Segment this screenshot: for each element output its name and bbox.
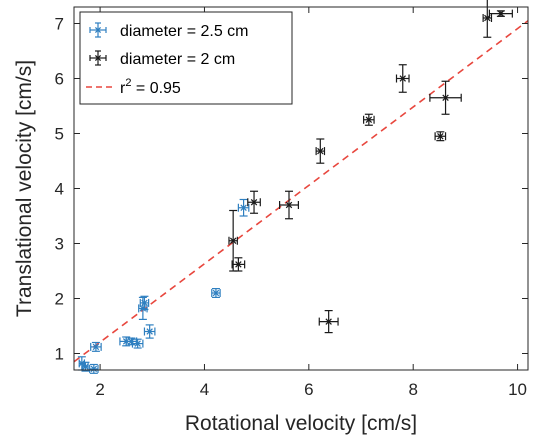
- legend-entry-diameter-2: diameter = 2 cm: [89, 50, 235, 68]
- legend-symbol-diameter-2-5: [89, 22, 107, 38]
- x-tick-label: 8: [408, 380, 417, 399]
- series-diameter-2-5: [77, 198, 250, 374]
- y-tick-label: 2: [55, 290, 64, 309]
- data-point: [488, 9, 513, 18]
- data-point: [315, 138, 326, 164]
- y-tick-label: 7: [55, 15, 64, 34]
- data-point: [434, 131, 447, 142]
- fit-line-layer: [73, 20, 529, 363]
- x-tick-label: 10: [508, 380, 527, 399]
- data-point: [131, 338, 144, 349]
- y-tick-label: 4: [55, 180, 64, 199]
- y-tick-label: 1: [55, 345, 64, 364]
- data-point: [81, 361, 90, 372]
- data-point: [228, 209, 238, 272]
- x-tick-label: 6: [304, 380, 313, 399]
- legend-entry-diameter-2-5: diameter = 2.5 cm: [89, 22, 249, 40]
- data-point: [318, 310, 339, 334]
- legend-fit-prefix: r: [120, 80, 126, 97]
- data-point: [237, 198, 250, 217]
- data-point: [279, 190, 299, 220]
- y-tick-label: 5: [55, 125, 64, 144]
- x-axis-label: Rotational velocity [cm/s]: [185, 412, 417, 435]
- data-point: [231, 257, 246, 272]
- legend-label-diameter-2-5: diameter = 2.5 cm: [120, 23, 249, 40]
- fit-line: [73, 20, 529, 363]
- data-point: [89, 363, 99, 374]
- y-tick-label: 6: [55, 70, 64, 89]
- legend-box: [79, 11, 293, 105]
- x-tick-label: 4: [200, 380, 209, 399]
- data-point: [429, 80, 462, 115]
- legend-fit-superscript: 2: [125, 77, 131, 89]
- legend-label-diameter-2: diameter = 2 cm: [120, 51, 235, 68]
- data-point: [363, 113, 375, 126]
- series-diameter-2: [228, 0, 513, 334]
- data-point: [125, 337, 138, 346]
- legend-symbol-diameter-2: [89, 50, 107, 66]
- series-layer: [77, 0, 513, 374]
- x-tick-label: 2: [95, 380, 104, 399]
- data-point: [247, 190, 261, 214]
- data-point: [143, 324, 156, 339]
- data-point: [139, 295, 150, 311]
- legend-label-fit: r2 = 0.95: [120, 77, 181, 97]
- data-point: [90, 341, 102, 352]
- legend-fit-suffix: = 0.95: [131, 80, 180, 97]
- legend-entry-fit: r2 = 0.95: [86, 77, 181, 97]
- data-point: [211, 288, 221, 298]
- y-tick-label: 3: [55, 235, 64, 254]
- y-axis-label: Translational velocity [cm/s]: [13, 60, 36, 317]
- legend: diameter = 2.5 cm diameter = 2 cm r2 = 0…: [79, 11, 293, 105]
- data-point: [395, 64, 410, 93]
